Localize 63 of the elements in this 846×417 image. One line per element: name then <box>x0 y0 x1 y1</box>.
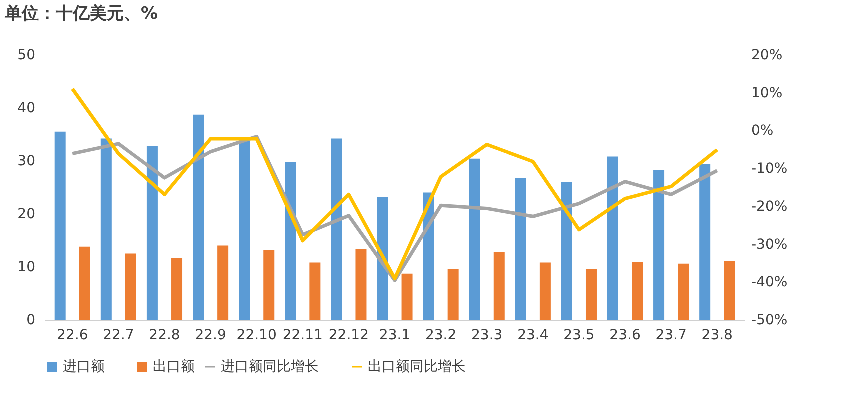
bar <box>79 246 90 320</box>
y2-tick-label: 0% <box>752 123 774 140</box>
bar <box>469 158 480 320</box>
x-tick-label: 22.7 <box>103 328 134 344</box>
bar <box>239 140 250 320</box>
bar <box>285 162 296 320</box>
bar <box>402 274 413 320</box>
bar <box>515 178 526 320</box>
y2-tick-label: 10% <box>752 85 783 102</box>
bar <box>700 164 711 320</box>
bar <box>494 252 505 320</box>
x-tick-label: 22.6 <box>57 328 88 344</box>
x-tick-label: 23.4 <box>518 328 549 344</box>
x-tick-label: 23.8 <box>702 328 733 344</box>
chart-title: 单位：十亿美元、% <box>4 4 158 24</box>
y2-tick-label: 20% <box>752 48 783 64</box>
bar <box>586 269 597 320</box>
x-tick-label: 23.7 <box>656 328 687 344</box>
legend-label: 出口额同比增长 <box>368 359 466 375</box>
y-tick-label: 50 <box>18 48 36 64</box>
bar <box>724 261 736 320</box>
bar <box>125 254 136 320</box>
x-tick-label: 22.8 <box>149 328 180 344</box>
bar <box>607 156 618 320</box>
x-tick-label: 23.1 <box>379 328 411 344</box>
legend-label: 出口额 <box>153 359 195 375</box>
bar <box>172 258 183 320</box>
y-tick-label: 40 <box>18 100 36 116</box>
bar <box>100 138 112 320</box>
bar <box>264 250 275 320</box>
bar <box>678 264 690 320</box>
line-series <box>70 87 720 280</box>
legend-label: 进口额同比增长 <box>221 359 319 375</box>
bar <box>54 132 66 320</box>
bar <box>218 246 229 320</box>
x-tick-label: 23.3 <box>472 328 503 344</box>
y2-tick-label: -50% <box>752 312 788 328</box>
bar <box>448 269 459 320</box>
y-tick-label: 10 <box>18 260 36 276</box>
y2-tick-label: -40% <box>752 274 788 291</box>
bar <box>632 262 644 320</box>
y-tick-label: 20 <box>18 206 36 222</box>
x-tick-label: 22.11 <box>282 328 323 344</box>
y2-tick-label: -30% <box>752 236 788 253</box>
y-tick-label: 30 <box>18 154 36 170</box>
bar <box>193 114 204 320</box>
bar <box>331 138 342 320</box>
x-tick-label: 22.10 <box>236 328 277 344</box>
bar <box>356 248 367 320</box>
y2-tick-label: -20% <box>752 198 788 215</box>
y2-tick-label: -10% <box>752 161 788 178</box>
x-tick-label: 23.5 <box>564 328 595 344</box>
x-tick-label: 23.2 <box>425 328 457 344</box>
x-tick-label: 23.6 <box>610 328 641 344</box>
bar <box>540 262 551 320</box>
bar <box>561 182 572 320</box>
bar <box>310 262 321 320</box>
x-tick-label: 22.12 <box>328 328 369 344</box>
bar <box>146 146 158 320</box>
legend-label: 进口额 <box>63 359 105 375</box>
x-tick-label: 22.9 <box>195 328 226 344</box>
bar <box>654 170 665 320</box>
y-tick-label: 0 <box>26 312 36 328</box>
